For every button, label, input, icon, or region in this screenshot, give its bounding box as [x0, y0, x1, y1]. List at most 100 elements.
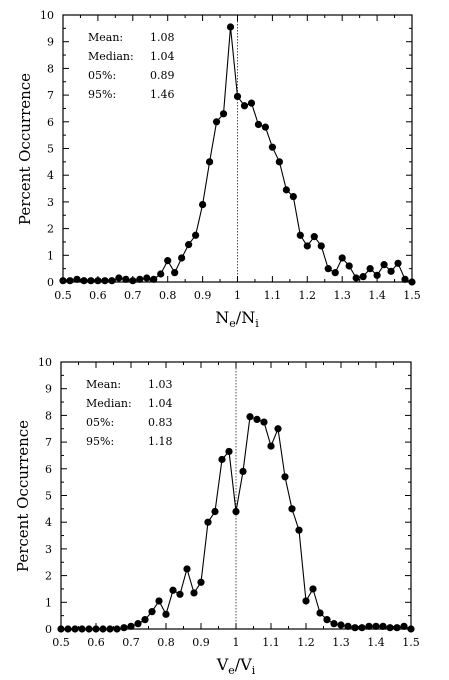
y-tick-label: 10 [40, 9, 54, 22]
data-point [365, 622, 373, 630]
data-points [59, 23, 416, 286]
data-point [260, 418, 268, 426]
data-point [359, 273, 367, 281]
data-point [218, 455, 226, 464]
data-point [141, 616, 149, 624]
stat-value: 1.08 [150, 31, 175, 44]
y-axis-label: Percent Occurrence [16, 73, 34, 225]
data-point [59, 277, 67, 285]
data-point [92, 625, 100, 633]
data-point [393, 624, 401, 632]
y-tick-label: 9 [45, 383, 52, 396]
data-point [178, 254, 186, 262]
data-point [101, 277, 109, 285]
data-point [162, 610, 170, 618]
data-point [358, 624, 366, 632]
stat-label: Median: [88, 50, 134, 63]
stat-label: Median: [86, 397, 132, 410]
x-tick-label: 0.6 [87, 636, 105, 649]
data-point [240, 102, 249, 110]
tick-group: 0.5 0.6 0.7 0.8 0.9 1 1.1 1.2 1.3 1.4 1.5 0 1 2 3 4 5 6 7 8… [38, 356, 420, 649]
data-point [330, 620, 338, 628]
data-point [289, 192, 297, 201]
data-point [197, 578, 205, 586]
data-point [148, 608, 156, 616]
data-point [352, 274, 360, 282]
data-point [309, 585, 317, 593]
data-point [380, 261, 388, 269]
x-tick-label: 1 [233, 636, 240, 649]
bottom-chart: 0.5 0.6 0.7 0.8 0.9 1 1.1 1.2 1.3 1.4 1.5 0 1 2 3 4 5 6 7 8… [14, 356, 420, 677]
data-point [155, 597, 163, 605]
data-point [164, 257, 172, 265]
y-tick-label: 6 [47, 116, 54, 129]
data-point [78, 625, 86, 633]
y-tick-label: 3 [45, 543, 52, 556]
data-point [282, 186, 290, 194]
x-tick-label: 0.7 [122, 636, 140, 649]
data-point [108, 277, 116, 285]
data-point [394, 259, 402, 267]
data-point [281, 473, 289, 481]
data-point [400, 622, 408, 630]
stat-value: 1.04 [150, 50, 175, 63]
data-point [253, 415, 261, 424]
stat-value: 1.46 [150, 88, 175, 101]
y-tick-label: 9 [47, 36, 54, 49]
y-axis-label: Percent Occurrence [14, 420, 32, 572]
data-point [87, 277, 95, 285]
data-point [379, 622, 387, 630]
data-point [71, 625, 79, 633]
data-point [219, 110, 228, 118]
x-tick-label: 1.3 [333, 289, 351, 302]
stats-box: Mean: 1.08 Median: 1.04 05%: 0.89 95%: 1.46 [88, 31, 175, 101]
data-point [190, 589, 198, 597]
x-tick-label: 0.8 [159, 289, 177, 302]
x-tick-label: 0.9 [194, 289, 212, 302]
data-point [372, 622, 380, 630]
data-point [338, 254, 346, 262]
data-point [115, 274, 123, 282]
data-point [387, 267, 395, 275]
data-point [407, 625, 415, 633]
stat-label: Mean: [86, 378, 121, 391]
data-point [331, 269, 339, 277]
data-point [94, 277, 102, 285]
data-point [57, 625, 65, 633]
x-tick-label: 1.5 [403, 289, 421, 302]
stats-box: Mean: 1.03 Median: 1.04 05%: 0.83 95%: 1.18 [86, 378, 173, 448]
data-point [106, 625, 114, 633]
data-point [169, 586, 177, 594]
data-point [99, 625, 107, 633]
x-tick-label: 1.1 [264, 289, 282, 302]
data-point [157, 270, 165, 278]
stat-value: 1.04 [148, 397, 173, 410]
data-point [185, 241, 193, 249]
data-point [254, 120, 263, 129]
data-point [344, 622, 352, 630]
data-point [267, 442, 275, 450]
x-tick-label: 1.1 [262, 636, 280, 649]
data-point [408, 278, 416, 286]
data-point [73, 275, 81, 283]
data-point [176, 590, 184, 598]
data-point [204, 518, 212, 526]
stat-value: 0.89 [150, 69, 175, 82]
x-tick-label: 0.6 [89, 289, 107, 302]
x-tick-label: 1.4 [368, 289, 386, 302]
data-point [183, 565, 191, 573]
data-point [239, 467, 247, 476]
data-point [268, 143, 276, 151]
stat-value: 0.83 [148, 416, 173, 429]
data-point [274, 425, 282, 433]
y-tick-label: 0 [47, 276, 54, 289]
data-point [373, 271, 381, 279]
y-tick-label: 5 [45, 490, 52, 503]
y-tick-label: 10 [38, 356, 52, 369]
y-tick-label: 1 [45, 596, 52, 609]
x-tick-label: 0.5 [54, 289, 72, 302]
data-point [316, 609, 324, 617]
y-tick-label: 7 [47, 89, 54, 102]
data-point [80, 277, 88, 285]
data-point [246, 413, 254, 421]
